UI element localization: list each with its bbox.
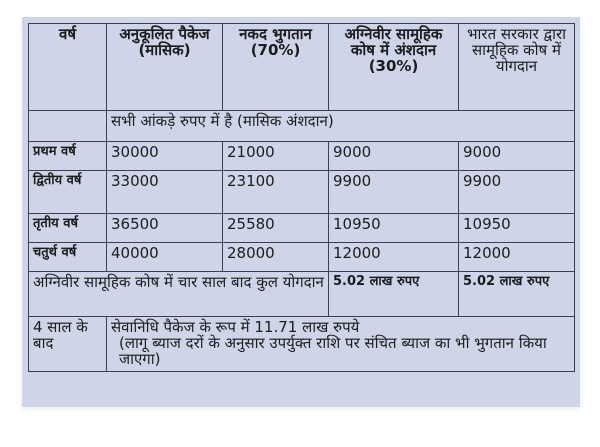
- after-line1: सेवानिधि पैकेज के रूप में 11.71 लाख रुपय…: [111, 318, 360, 336]
- total-label: अग्निवीर सामूहिक कोष में चार साल बाद कुल…: [28, 271, 329, 317]
- header-year: वर्ष: [28, 23, 107, 111]
- header-row: वर्ष अनुकूलित पैकेज (मासिक) नकद भुगतान (…: [28, 23, 575, 111]
- row-fund: 9000: [328, 141, 459, 171]
- row-fund: 9900: [328, 170, 459, 214]
- table-row: द्वितीय वर्ष 33000 23100 9900 9900: [28, 170, 575, 214]
- row-govt: 9900: [458, 170, 575, 214]
- agniveer-package-table-card: वर्ष अनुकूलित पैकेज (मासिक) नकद भुगतान (…: [22, 17, 580, 407]
- note-text: सभी आंकड़े रुपए में है (मासिक अंशदान): [106, 110, 575, 142]
- header-fund: अग्निवीर सामूहिक कोष में अंशदान (30%): [328, 23, 459, 111]
- row-fund: 10950: [328, 213, 459, 243]
- table-row: प्रथम वर्ष 30000 21000 9000 9000: [28, 141, 575, 171]
- row-year: तृतीय वर्ष: [28, 213, 107, 243]
- row-package: 36500: [106, 213, 223, 243]
- row-govt: 9000: [458, 141, 575, 171]
- agniveer-package-table: वर्ष अनुकूलित पैकेज (मासिक) नकद भुगतान (…: [28, 23, 575, 372]
- header-govt: भारत सरकार द्वारा सामूहिक कोष में योगदान: [458, 23, 575, 111]
- after-label: 4 साल के बाद: [28, 316, 107, 372]
- table-row: चतुर्थ वर्ष 40000 28000 12000 12000: [28, 242, 575, 272]
- note-row: सभी आंकड़े रुपए में है (मासिक अंशदान): [28, 110, 575, 142]
- row-govt: 12000: [458, 242, 575, 272]
- total-row: अग्निवीर सामूहिक कोष में चार साल बाद कुल…: [28, 271, 575, 317]
- row-govt: 10950: [458, 213, 575, 243]
- row-year: प्रथम वर्ष: [28, 141, 107, 171]
- total-fund: 5.02 लाख रुपए: [328, 271, 459, 317]
- header-package: अनुकूलित पैकेज (मासिक): [106, 23, 223, 111]
- row-cash: 21000: [222, 141, 329, 171]
- note-spacer: [28, 110, 107, 142]
- after-line2: (लागू ब्याज दरों के अनुसार उपर्युक्त राश…: [119, 334, 547, 368]
- row-fund: 12000: [328, 242, 459, 272]
- total-govt: 5.02 लाख रुपए: [458, 271, 575, 317]
- row-package: 40000: [106, 242, 223, 272]
- after-text: सेवानिधि पैकेज के रूप में 11.71 लाख रुपय…: [106, 316, 575, 372]
- table-row: तृतीय वर्ष 36500 25580 10950 10950: [28, 213, 575, 243]
- row-cash: 23100: [222, 170, 329, 214]
- after-row: 4 साल के बाद सेवानिधि पैकेज के रूप में 1…: [28, 316, 575, 372]
- row-year: द्वितीय वर्ष: [28, 170, 107, 214]
- row-package: 33000: [106, 170, 223, 214]
- row-package: 30000: [106, 141, 223, 171]
- header-cash: नकद भुगतान (70%): [222, 23, 329, 111]
- row-cash: 28000: [222, 242, 329, 272]
- row-cash: 25580: [222, 213, 329, 243]
- row-year: चतुर्थ वर्ष: [28, 242, 107, 272]
